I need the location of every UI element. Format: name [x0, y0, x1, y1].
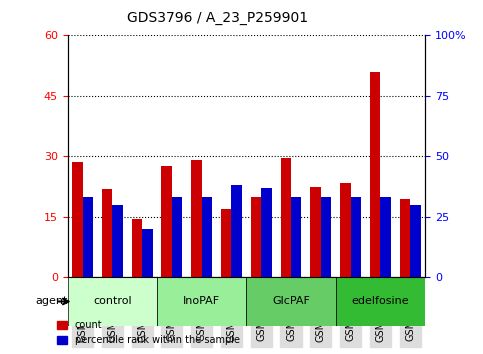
- Bar: [221, 209, 231, 277]
- Bar: [251, 197, 261, 277]
- Bar: [172, 198, 182, 277]
- Bar: [281, 158, 291, 277]
- Bar: [291, 198, 301, 277]
- Bar: [83, 198, 93, 277]
- Text: GDS3796 / A_23_P259901: GDS3796 / A_23_P259901: [127, 11, 308, 25]
- Bar: [132, 219, 142, 277]
- Bar: [142, 229, 153, 277]
- FancyBboxPatch shape: [157, 277, 246, 326]
- Bar: [102, 189, 112, 277]
- Bar: [410, 205, 421, 277]
- Bar: [311, 187, 321, 277]
- Bar: [191, 160, 202, 277]
- FancyBboxPatch shape: [246, 277, 336, 326]
- Text: edelfosine: edelfosine: [352, 297, 409, 307]
- Text: InoPAF: InoPAF: [183, 297, 220, 307]
- Bar: [400, 199, 410, 277]
- Bar: [231, 185, 242, 277]
- Bar: [161, 166, 172, 277]
- Bar: [321, 198, 331, 277]
- Bar: [340, 183, 351, 277]
- Text: control: control: [93, 297, 131, 307]
- Bar: [351, 198, 361, 277]
- FancyBboxPatch shape: [68, 277, 157, 326]
- Bar: [261, 188, 271, 277]
- Text: agent: agent: [35, 297, 68, 307]
- Text: GlcPAF: GlcPAF: [272, 297, 310, 307]
- Bar: [72, 162, 83, 277]
- FancyBboxPatch shape: [336, 277, 425, 326]
- Bar: [112, 205, 123, 277]
- Bar: [370, 72, 381, 277]
- Bar: [202, 198, 212, 277]
- Legend: count, percentile rank within the sample: count, percentile rank within the sample: [53, 316, 243, 349]
- Bar: [381, 198, 391, 277]
